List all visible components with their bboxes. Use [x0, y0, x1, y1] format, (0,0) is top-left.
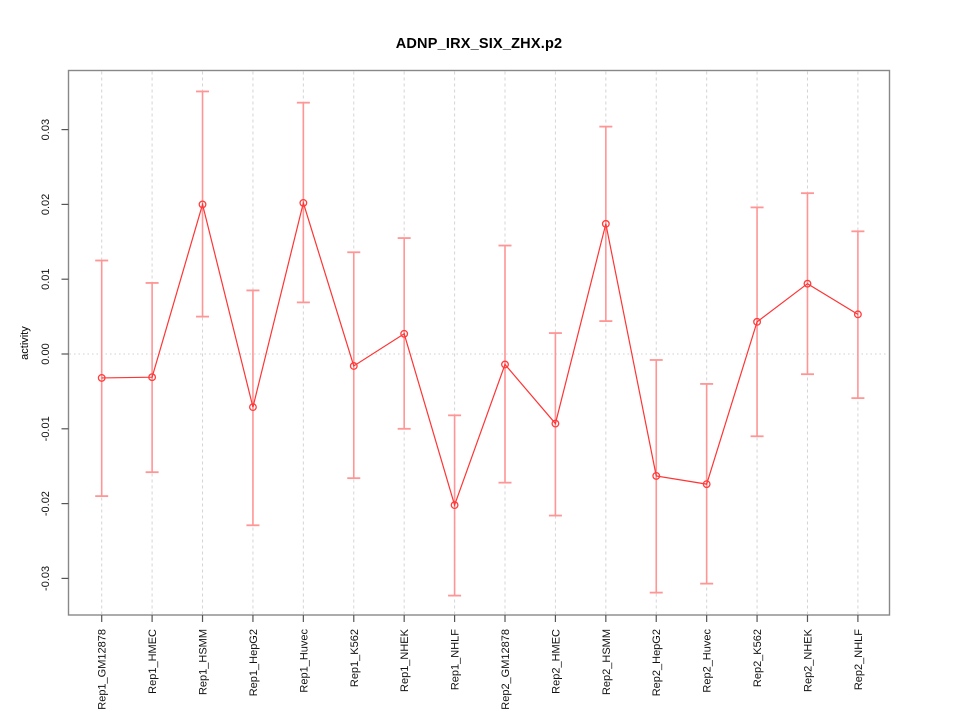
x-tick-label-Rep2_Huvec: Rep2_Huvec	[702, 629, 714, 693]
data-point-Rep1_NHEK	[400, 329, 409, 338]
x-tick-label-Rep2_GM12878: Rep2_GM12878	[500, 629, 512, 710]
data-point-Rep2_NHEK	[803, 279, 812, 288]
data-point-Rep1_Huvec	[299, 198, 308, 207]
data-point-Rep2_K562	[753, 317, 762, 326]
x-tick-label-Rep2_NHLF: Rep2_NHLF	[853, 629, 865, 690]
y-tick-label-0.01: 0.01	[40, 268, 52, 289]
y-tick-label--0.03: -0.03	[40, 566, 52, 591]
chart-title: ADNP_IRX_SIX_ZHX.p2	[395, 36, 563, 52]
data-point-Rep2_HepG2	[652, 471, 661, 480]
data-point-Rep1_NHLF	[450, 501, 459, 510]
data-point-Rep2_GM12878	[501, 360, 509, 369]
x-tick-label-Rep1_HSMM: Rep1_HSMM	[198, 629, 210, 695]
data-point-Rep2_NHLF	[853, 310, 862, 319]
y-tick-label-0.02: 0.02	[40, 194, 52, 215]
x-tick-label-Rep2_HepG2: Rep2_HepG2	[651, 629, 663, 696]
x-tick-label-Rep2_HSMM: Rep2_HSMM	[601, 629, 613, 695]
series-line-activity	[101, 200, 859, 508]
y-tick-label--0.01: -0.01	[40, 416, 52, 441]
data-point-Rep2_HMEC	[551, 419, 560, 428]
y-tick-label-0.00: 0.00	[40, 343, 52, 364]
data-point-Rep1_HepG2	[248, 403, 257, 412]
plot-frame	[67, 69, 891, 616]
x-tick-label-Rep1_GM12878: Rep1_GM12878	[97, 629, 109, 710]
data-point-Rep1_GM12878	[97, 373, 106, 382]
x-tick-label-Rep1_NHEK: Rep1_NHEK	[399, 628, 411, 692]
x-tick-label-Rep2_K562: Rep2_K562	[752, 629, 764, 687]
data-point-Rep1_HSMM	[198, 200, 207, 209]
data-point-Rep2_HSMM	[601, 219, 610, 228]
x-tick-label-Rep1_NHLF: Rep1_NHLF	[450, 629, 462, 690]
x-tick-label-Rep1_K562: Rep1_K562	[349, 629, 361, 687]
x-tick-label-Rep2_NHEK: Rep2_NHEK	[802, 628, 814, 692]
x-tick-label-Rep2_HMEC: Rep2_HMEC	[550, 629, 562, 694]
x-tick-label-Rep1_HMEC: Rep1_HMEC	[147, 629, 159, 694]
data-point-Rep2_Huvec	[702, 480, 711, 489]
data-point-Rep1_K562	[349, 362, 358, 370]
data-point-Rep1_HMEC	[148, 373, 157, 382]
y-tick-label--0.02: -0.02	[40, 491, 52, 516]
x-tick-label-Rep1_HepG2: Rep1_HepG2	[248, 629, 260, 696]
y-tick-label-0.03: 0.03	[40, 119, 52, 140]
x-tick-label-Rep1_Huvec: Rep1_Huvec	[298, 629, 310, 693]
